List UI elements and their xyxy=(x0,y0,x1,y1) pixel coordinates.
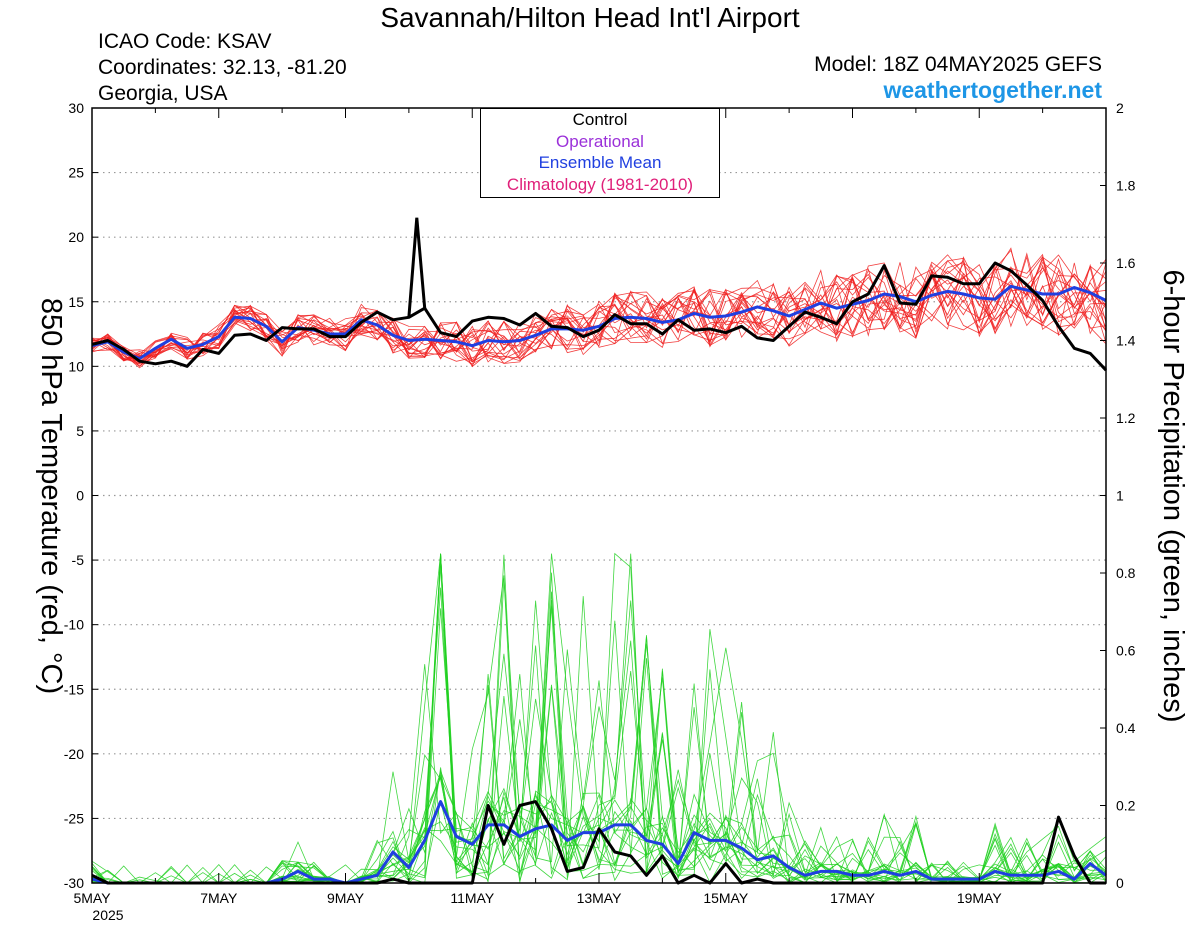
y-tick-label-left: -15 xyxy=(64,681,84,697)
y-tick-label-left: -10 xyxy=(64,617,84,633)
legend: Control Operational Ensemble Mean Climat… xyxy=(480,108,720,198)
x-tick-label: 11MAY xyxy=(450,890,494,906)
gridlines xyxy=(92,171,1106,820)
y-tick-label-left: -5 xyxy=(72,552,85,568)
y-tick-label-left: -25 xyxy=(64,810,84,826)
legend-climatology: Climatology (1981-2010) xyxy=(506,174,694,194)
site-link[interactable]: weathertogether.net xyxy=(883,77,1102,103)
x-tick-label: 13MAY xyxy=(577,890,623,906)
y-tick-label-left: 10 xyxy=(68,358,84,374)
precipitation-member-line xyxy=(91,687,1107,884)
legend-ensemble-mean: Ensemble Mean xyxy=(538,153,662,172)
precipitation-member-line xyxy=(91,565,1107,884)
temperature-member-line xyxy=(91,275,1107,357)
y-tick-label-left: -30 xyxy=(64,875,84,891)
y-tick-label-left: -20 xyxy=(64,746,84,762)
x-tick-label: 7MAY xyxy=(200,890,238,906)
y-tick-label-right: 0.8 xyxy=(1116,565,1136,581)
legend-operational: Operational xyxy=(556,131,644,151)
y-tick-label-right: 0.4 xyxy=(1116,720,1136,736)
temperature-member-line xyxy=(91,247,1107,357)
main-series xyxy=(91,217,1108,885)
y-tick-label-right: 1 xyxy=(1116,488,1124,504)
x-tick-label: 19MAY xyxy=(957,890,1003,906)
y-tick-label-left: 5 xyxy=(76,423,84,439)
y-axis-label-right: 6-hour Precipitation (green, inches) xyxy=(1157,270,1189,723)
icao-code: ICAO Code: KSAV xyxy=(98,30,272,53)
y-tick-label-left: 25 xyxy=(68,165,84,181)
control-temperature-line xyxy=(91,261,1108,372)
ensemble-members xyxy=(91,247,1107,884)
coordinates: Coordinates: 32.13, -81.20 xyxy=(98,56,347,79)
y-axis-label-left: 850 hPa Temperature (red, °C) xyxy=(35,298,67,694)
y-tick-label-right: 1.6 xyxy=(1116,255,1136,271)
x-tick-label: 5MAY xyxy=(73,890,111,906)
x-tick-sublabel: 2025 xyxy=(92,907,123,923)
temperature-member-line xyxy=(91,254,1107,362)
y-tick-label-left: 15 xyxy=(68,294,84,310)
temperature-member-line xyxy=(91,257,1107,363)
y-tick-label-right: 0.2 xyxy=(1116,798,1136,814)
y-tick-label-left: 0 xyxy=(76,488,84,504)
chart-title: Savannah/Hilton Head Int'l Airport xyxy=(380,2,800,33)
y-tick-label-right: 2 xyxy=(1116,100,1124,116)
x-tick-label: 15MAY xyxy=(703,890,749,906)
control-spike-line xyxy=(407,217,427,318)
x-tick-label: 9MAY xyxy=(327,890,365,906)
y-tick-label-right: 1.8 xyxy=(1116,178,1136,194)
y-tick-label-right: 0 xyxy=(1116,875,1124,891)
y-tick-label-left: 20 xyxy=(68,229,84,245)
y-tick-label-left: 30 xyxy=(68,100,84,116)
x-tick-label: 17MAY xyxy=(830,890,876,906)
temperature-member-line xyxy=(91,262,1107,362)
y-tick-label-right: 1.4 xyxy=(1116,333,1136,349)
model-run: Model: 18Z 04MAY2025 GEFS xyxy=(814,53,1102,76)
legend-control: Control xyxy=(572,110,628,129)
ensemble-mean-temperature-line xyxy=(91,284,1107,361)
region: Georgia, USA xyxy=(98,82,228,105)
y-tick-label-right: 0.6 xyxy=(1116,643,1136,659)
y-tick-label-right: 1.2 xyxy=(1116,410,1136,426)
